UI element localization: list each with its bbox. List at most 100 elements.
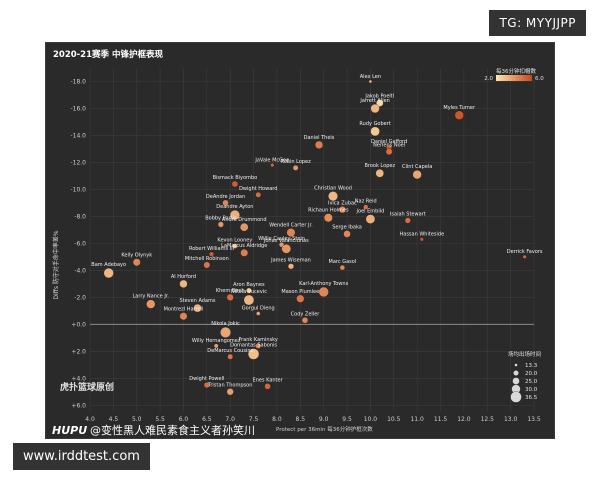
data-point xyxy=(217,221,224,228)
y-tick-label: +6.0 xyxy=(71,402,86,409)
data-point xyxy=(209,251,214,257)
size-legend-value: 20.0 xyxy=(525,371,538,377)
grid-layer xyxy=(89,68,535,412)
data-point xyxy=(132,258,141,267)
point-label: Richaun Holmes xyxy=(308,208,349,214)
y-tick-label: -18.0 xyxy=(70,78,86,85)
x-axis-label: Protect per 36min 每36分钟护框次数 xyxy=(276,425,373,433)
chart-panel: 4.0 4.5 5.0 5.5 6.0 6.5 7.0 7.5 8.0 8.5 9.0 9.5 10.0… xyxy=(45,42,555,439)
data-point xyxy=(220,327,231,338)
y-tick-label: -12.0 xyxy=(70,159,86,166)
point-label: Andre Drummond xyxy=(222,217,267,223)
data-point xyxy=(454,110,464,120)
x-tick-label: 10.0 xyxy=(364,416,378,423)
x-tick-label: 4.0 xyxy=(85,416,95,423)
y-tick-label: -16.0 xyxy=(70,105,86,112)
point-label: Alex Len xyxy=(360,74,381,80)
tg-channel-tag: TG: MYYJJPP xyxy=(489,10,586,36)
data-point xyxy=(246,287,252,294)
watermark-text: 虎扑篮球原创 xyxy=(60,381,114,393)
point-label: DeAndre Jordan xyxy=(206,194,245,200)
data-point xyxy=(270,163,275,168)
x-tick-label: 9.5 xyxy=(342,416,352,423)
size-legend-marker xyxy=(510,391,522,403)
point-label: Khem Birch xyxy=(216,288,245,294)
data-point xyxy=(318,286,329,297)
point-label: Mitchell Robinson xyxy=(185,256,229,262)
x-tick-label: 7.0 xyxy=(225,416,235,423)
point-label: Nikola Vucevic xyxy=(231,289,267,295)
point-label: Ivica Zubac xyxy=(328,200,357,206)
point-label: Karl-Anthony Towns xyxy=(299,281,348,287)
size-legend-value: 30.0 xyxy=(525,387,538,393)
data-point xyxy=(179,279,188,288)
point-label: James Wiseman xyxy=(270,257,311,263)
data-point xyxy=(213,343,219,349)
data-point xyxy=(255,192,262,198)
point-label: Kevon Looney xyxy=(217,238,252,244)
point-label: DeMarcus Cousins xyxy=(207,348,253,354)
data-point xyxy=(193,303,202,313)
point-label: Dwight Powell xyxy=(189,376,224,382)
data-point xyxy=(343,230,351,238)
website-watermark: www.irddtest.com xyxy=(13,443,150,470)
point-label: Wendell Carter Jr. xyxy=(269,222,313,228)
y-axis-label: Diffs 防守对手命中率差% xyxy=(52,230,60,299)
point-label: Aron Baynes xyxy=(233,282,265,288)
y-tick-label: +0.0 xyxy=(71,321,86,328)
data-point xyxy=(203,382,210,388)
point-label: Robert Williams III xyxy=(189,246,234,252)
data-point xyxy=(314,140,324,149)
point-label: Clint Capela xyxy=(402,164,432,170)
data-point xyxy=(365,214,376,224)
point-label: Naz Reid xyxy=(355,199,377,205)
y-tick-layer: -18.0 -16.0 -14.0 -12.0 -10.0 -8.0 -6.0 -4.0 -2.… xyxy=(70,78,86,409)
point-label: Larry Nance Jr. xyxy=(133,294,170,300)
data-point xyxy=(243,294,255,306)
point-label: Jonas Valanciunas xyxy=(263,238,309,244)
data-point xyxy=(370,103,380,113)
data-point xyxy=(255,343,262,349)
y-tick-label: -14.0 xyxy=(70,132,86,139)
point-label: Nikola Jokic xyxy=(211,321,240,327)
data-point xyxy=(339,265,346,271)
color-legend-bar xyxy=(496,75,532,81)
data-point xyxy=(286,228,296,237)
point-label: Marc Gasol xyxy=(329,259,357,265)
data-point xyxy=(338,206,346,214)
y-tick-label: -6.0 xyxy=(74,240,86,247)
data-point xyxy=(146,299,156,309)
data-point xyxy=(404,217,411,224)
point-label: Al Horford xyxy=(171,274,196,280)
point-label: Dwight Howard xyxy=(239,186,277,192)
data-point xyxy=(370,126,380,137)
point-label: Gorgui Dieng xyxy=(242,306,275,312)
point-label: Willy Hernangomez xyxy=(192,338,241,344)
x-tick-label: 4.5 xyxy=(109,416,119,423)
point-label: LaMarcus Aldridge xyxy=(221,243,267,249)
x-tick-label: 8.0 xyxy=(272,416,282,423)
point-label: Nerlens Noel xyxy=(373,142,405,148)
data-point xyxy=(227,353,234,360)
point-label: Bismack Biyombo xyxy=(213,175,258,181)
x-tick-label: 9.0 xyxy=(319,416,329,423)
x-tick-label: 11.0 xyxy=(410,416,424,423)
data-point xyxy=(363,204,369,210)
x-tick-label: 10.5 xyxy=(387,416,401,423)
point-label: Christian Wood xyxy=(314,185,352,191)
y-tick-label: -8.0 xyxy=(74,213,86,220)
point-label: Cody Zeller xyxy=(291,311,321,317)
data-point xyxy=(296,294,305,303)
data-point xyxy=(226,293,234,301)
data-point xyxy=(287,263,294,270)
point-label: Bam Adebayo xyxy=(91,262,126,268)
point-label: Jarrett Allen xyxy=(359,98,389,104)
footer-author: @变性黑人难民素食主义者孙笑川 xyxy=(90,423,255,437)
size-legend-marker xyxy=(514,363,518,367)
y-tick-label: -10.0 xyxy=(70,186,86,193)
data-point xyxy=(328,191,338,202)
data-point xyxy=(264,383,271,390)
point-label: Robin Lopez xyxy=(281,159,312,165)
data-point xyxy=(226,388,234,396)
